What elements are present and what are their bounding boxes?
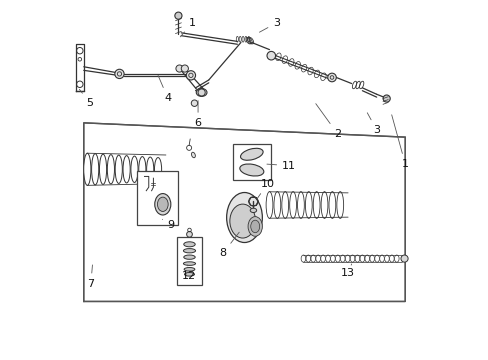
Ellipse shape [250,208,256,212]
Ellipse shape [83,153,91,185]
Ellipse shape [301,255,305,262]
Ellipse shape [379,255,384,262]
Ellipse shape [239,164,264,176]
Circle shape [191,100,197,107]
Circle shape [175,12,182,19]
Ellipse shape [325,255,330,262]
Ellipse shape [359,255,364,262]
Circle shape [266,51,275,60]
Ellipse shape [139,157,145,182]
Text: 9: 9 [162,219,175,230]
Ellipse shape [349,255,354,262]
Text: 13: 13 [341,264,354,278]
Ellipse shape [184,267,194,271]
Ellipse shape [157,197,168,211]
Text: 1: 1 [180,18,196,37]
Ellipse shape [229,204,255,238]
Bar [137,171,178,225]
Ellipse shape [123,156,130,183]
Ellipse shape [345,255,349,262]
Ellipse shape [320,255,325,262]
Ellipse shape [281,192,288,219]
Circle shape [186,71,195,80]
Ellipse shape [384,255,388,262]
Ellipse shape [273,192,280,219]
Ellipse shape [196,89,206,96]
Ellipse shape [184,273,194,276]
Text: 2: 2 [315,104,340,139]
Text: 1: 1 [391,115,408,169]
Ellipse shape [107,155,114,184]
Ellipse shape [191,152,195,158]
Ellipse shape [389,255,393,262]
Bar [176,237,202,285]
Circle shape [327,73,336,82]
Ellipse shape [330,255,335,262]
Ellipse shape [250,220,259,233]
Ellipse shape [99,154,106,184]
Ellipse shape [328,192,335,219]
Ellipse shape [297,192,304,219]
Text: 6: 6 [194,100,201,128]
Ellipse shape [115,155,122,184]
Text: 5: 5 [79,89,94,108]
Ellipse shape [374,255,379,262]
Text: 3: 3 [259,18,280,32]
Ellipse shape [91,154,99,185]
Text: 8: 8 [219,232,239,258]
Circle shape [186,231,192,237]
Text: 4: 4 [158,75,171,103]
Ellipse shape [305,255,310,262]
Ellipse shape [313,192,320,219]
Ellipse shape [146,157,153,181]
Ellipse shape [315,255,320,262]
Circle shape [115,69,124,78]
Ellipse shape [247,217,262,236]
Ellipse shape [154,158,162,181]
Circle shape [400,255,407,262]
Ellipse shape [226,193,262,243]
Circle shape [176,65,183,72]
Polygon shape [83,123,405,301]
Ellipse shape [354,255,359,262]
Text: 12: 12 [182,265,196,282]
Ellipse shape [321,192,327,219]
Text: 3: 3 [366,113,379,135]
Ellipse shape [340,255,345,262]
Ellipse shape [183,242,195,247]
Ellipse shape [394,255,398,262]
Circle shape [181,65,188,72]
Ellipse shape [183,262,195,265]
Text: 10: 10 [256,179,274,199]
Ellipse shape [335,255,340,262]
Bar [233,144,270,180]
Ellipse shape [154,194,170,215]
Ellipse shape [240,148,263,160]
Ellipse shape [183,255,195,259]
Ellipse shape [131,156,138,183]
Circle shape [382,95,389,102]
Ellipse shape [364,255,369,262]
Text: 7: 7 [87,265,94,289]
Ellipse shape [183,249,195,253]
Text: 11: 11 [266,161,296,171]
Ellipse shape [289,192,296,219]
Ellipse shape [369,255,374,262]
Ellipse shape [310,255,315,262]
Ellipse shape [336,192,343,219]
Ellipse shape [265,192,272,219]
Ellipse shape [305,192,311,219]
